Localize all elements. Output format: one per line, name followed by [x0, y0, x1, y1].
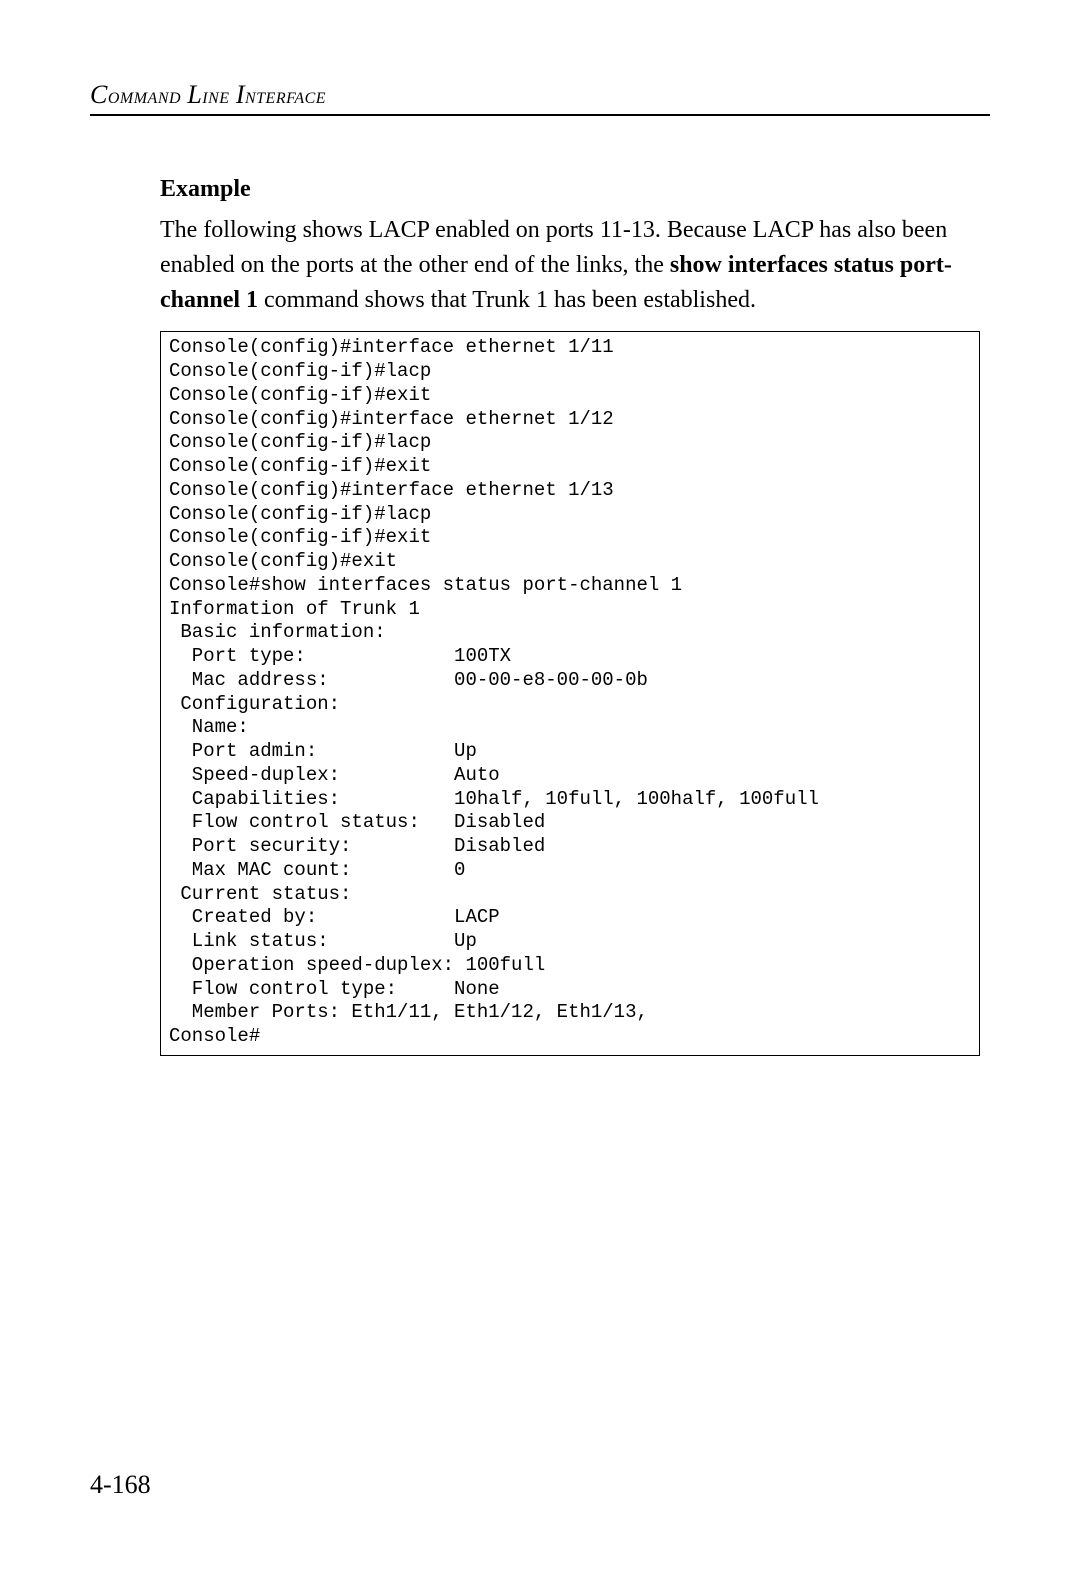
- running-head: Command Line Interface: [90, 80, 990, 110]
- header-rule: [90, 114, 990, 116]
- page: Command Line Interface Example The follo…: [0, 0, 1080, 1570]
- content-block: Example The following shows LACP enabled…: [160, 176, 980, 1056]
- example-paragraph: The following shows LACP enabled on port…: [160, 213, 980, 317]
- example-heading: Example: [160, 176, 980, 203]
- page-number: 4-168: [90, 1470, 151, 1500]
- code-listing: Console(config)#interface ethernet 1/11 …: [160, 331, 980, 1056]
